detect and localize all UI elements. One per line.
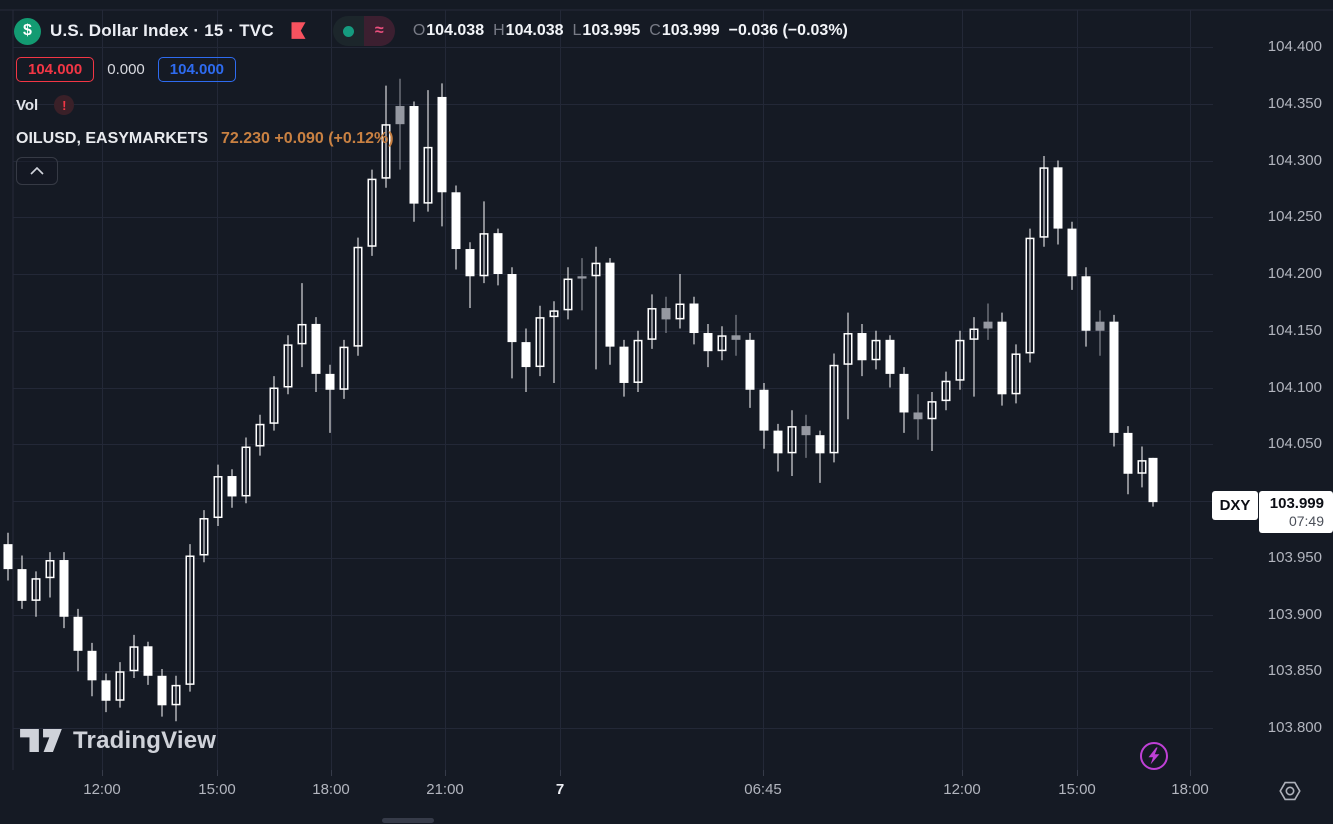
time-tick-label: 12:00	[83, 781, 121, 798]
overlay-symbol-name[interactable]: OILUSD, EASYMARKETS	[16, 130, 209, 147]
time-tick-label: 18:00	[1171, 781, 1209, 798]
time-tick-label: 12:00	[943, 781, 981, 798]
overlay-symbol-row: OILUSD, EASYMARKETS 72.230 +0.090 (+0.12…	[16, 127, 394, 151]
spread-value: 0.000	[107, 60, 145, 78]
low-value: L103.995	[572, 22, 641, 39]
time-axis[interactable]: 12:00 15:00 18:00 21:00 7 06:45 12:00 15:00 18:0…	[0, 770, 1333, 814]
price-tick-label: 103.850	[1267, 662, 1322, 680]
price-tick-label: 104.350	[1267, 94, 1322, 112]
volume-row: Vol !	[16, 93, 75, 117]
collapse-row	[16, 157, 58, 185]
last-price-symbol: DXY	[1212, 491, 1258, 521]
bar-style-toggle[interactable]: ≈	[332, 16, 395, 46]
time-tick-label: 18:00	[312, 781, 350, 798]
last-price-value: 103.999	[1269, 495, 1324, 513]
price-tick-label: 104.300	[1267, 151, 1322, 169]
last-price-box: 103.999 07:49	[1259, 491, 1333, 534]
time-tick-label: 21:00	[426, 781, 464, 798]
volume-label[interactable]: Vol	[16, 96, 39, 114]
gear-icon[interactable]	[1277, 778, 1303, 804]
price-tick-label: 104.050	[1267, 435, 1322, 453]
price-tick-label: 104.250	[1267, 208, 1322, 226]
price-tick-label: 104.200	[1267, 265, 1322, 282]
time-tick-label: 15:00	[198, 781, 236, 798]
chevron-up-icon	[30, 167, 44, 175]
price-tick-label: 104.150	[1267, 321, 1322, 339]
high-value: H104.038	[493, 22, 564, 39]
close-value: C103.999	[649, 22, 720, 39]
dot-indicator-icon	[332, 16, 364, 46]
boost-button[interactable]	[1139, 741, 1169, 771]
bar-countdown: 07:49	[1288, 513, 1324, 530]
dollar-badge-icon: $	[14, 17, 41, 45]
trade-buttons-row: 104.000 0.000 104.000	[16, 55, 237, 83]
price-tick-label: 104.400	[1267, 38, 1322, 55]
ohlc-readout: O104.038 H104.038 L103.995 C103.999 −0.0…	[413, 22, 848, 40]
buy-button[interactable]: 104.000	[157, 56, 237, 82]
tradingview-logo-text: TradingView	[73, 727, 217, 754]
price-axis[interactable]: 104.400 104.350 104.300 104.250 104.200 104.1…	[1213, 0, 1333, 824]
open-value: O104.038	[412, 22, 485, 39]
price-tick-label: 103.950	[1267, 548, 1322, 566]
change-value: −0.036 (−0.03%)	[728, 22, 848, 39]
tradingview-logo[interactable]: TradingView	[20, 727, 216, 755]
time-tick-label: 06:45	[744, 781, 782, 798]
approx-icon: ≈	[363, 16, 395, 46]
time-tick-label: 7	[555, 781, 565, 798]
price-tick-label: 103.900	[1267, 605, 1322, 623]
flag-icon[interactable]	[288, 20, 309, 42]
warning-icon[interactable]: !	[54, 95, 75, 115]
symbol-title[interactable]: U.S. Dollar Index · 15 · TVC	[50, 21, 274, 40]
last-price-label: DXY 103.999 07:49	[1212, 491, 1333, 534]
collapse-legend-button[interactable]	[16, 157, 58, 185]
tradingview-logo-icon	[20, 729, 62, 752]
lightning-icon	[1140, 742, 1168, 770]
time-tick-label: 15:00	[1058, 781, 1096, 798]
sell-button[interactable]: 104.000	[16, 56, 95, 82]
price-tick-label: 104.100	[1267, 378, 1322, 396]
price-tick-label: 103.800	[1267, 719, 1322, 736]
overlay-symbol-quote: 72.230 +0.090 (+0.12%)	[221, 130, 394, 147]
symbol-row: $ U.S. Dollar Index · 15 · TVC ≈ O104.03…	[14, 16, 848, 46]
